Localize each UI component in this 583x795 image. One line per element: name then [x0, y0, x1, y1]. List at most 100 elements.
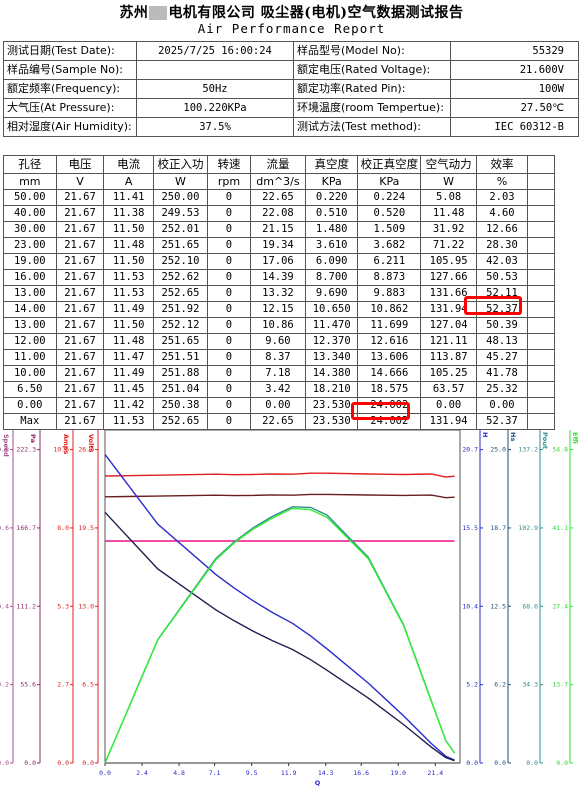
info-label: 额定频率(Frequency): — [3, 79, 137, 99]
table-cell: 13.340 — [305, 349, 359, 366]
table-cell: 10.86 — [249, 317, 307, 334]
table-cell: 251.65 — [152, 237, 209, 254]
table-cell: 14.380 — [305, 365, 359, 382]
table-cell: 11.53 — [103, 285, 154, 302]
right-axis-tick-label: 41.1 — [552, 524, 568, 532]
table-cell: 9.60 — [249, 333, 307, 350]
left-axis-name: Amps — [62, 434, 70, 454]
table-cell: 1.480 — [305, 221, 359, 238]
table-cell: rpm — [207, 173, 251, 190]
left-axis-tick-label: 222.3 — [16, 446, 36, 454]
info-value: 2025/7/25 16:00:24 — [136, 41, 294, 61]
table-cell: 21.67 — [55, 413, 105, 430]
info-value — [136, 60, 294, 80]
table-cell: 22.08 — [249, 205, 307, 222]
left-axis-tick-label: 5.3 — [57, 602, 69, 610]
series-line — [104, 511, 455, 762]
table-cell: 11.48 — [103, 333, 154, 350]
table-cell: A — [103, 173, 154, 190]
right-axis-name: Hs — [509, 432, 517, 441]
table-cell: 11.38 — [103, 205, 154, 222]
right-axis-tick-label: 5.2 — [466, 681, 478, 689]
x-axis-tick-label: 7.1 — [209, 769, 221, 777]
table-cell: 1.509 — [357, 221, 422, 238]
left-axis-tick-label: 26.0 — [78, 446, 94, 454]
table-cell: 0 — [207, 413, 251, 430]
table-cell: 0 — [207, 237, 251, 254]
table-cell: 21.67 — [55, 221, 105, 238]
table-cell: 50.53 — [475, 269, 528, 286]
table-cell: 48.13 — [475, 333, 528, 350]
table-cell-empty — [526, 253, 556, 270]
left-axis-tick-label: 55.6 — [20, 681, 36, 689]
right-axis-tick-label: 15.5 — [462, 524, 478, 532]
table-cell: 12.616 — [357, 333, 422, 350]
table-cell: 6.50 — [3, 381, 57, 398]
left-axis-name: Pa — [29, 434, 37, 443]
table-cell: 9.690 — [305, 285, 359, 302]
table-cell: 13.32 — [249, 285, 307, 302]
table-cell: 40.00 — [3, 205, 57, 222]
performance-chart: Speed 0.0 0.2 0.4 0.6 0.8 Pa 0.0 55.6 111.2 166.7 2… — [0, 429, 579, 787]
table-cell: 0.224 — [357, 189, 422, 206]
left-axis-tick-label: 19.5 — [78, 524, 94, 532]
table-cell: 21.67 — [55, 349, 105, 366]
right-axis-tick-label: 0.0 — [526, 759, 538, 767]
table-cell: V — [55, 173, 105, 190]
table-cell: 21.67 — [55, 205, 105, 222]
table-cell: 251.92 — [152, 301, 209, 318]
info-label: 相对湿度(Air Humidity): — [3, 117, 137, 137]
table-cell: 8.37 — [249, 349, 307, 366]
table-cell-empty — [526, 205, 556, 222]
table-cell: 0 — [207, 317, 251, 334]
table-cell: 11.50 — [103, 221, 154, 238]
table-cell-empty — [526, 301, 556, 318]
table-cell: 10.650 — [305, 301, 359, 318]
table-cell: 252.10 — [152, 253, 209, 270]
table-row: 16.00 21.67 11.53 252.62 0 14.39 8.700 8.873 127… — [3, 269, 556, 286]
left-axis-tick-label: 111.2 — [16, 602, 36, 610]
right-axis-tick-label: 102.9 — [518, 524, 538, 532]
plot-area — [104, 429, 461, 764]
table-cell: 21.67 — [55, 301, 105, 318]
table-cell: 11.470 — [305, 317, 359, 334]
left-axis-tick-label: 13.0 — [78, 602, 94, 610]
table-cell: 校正入功 — [152, 155, 209, 174]
info-label: 额定功率(Rated Pin): — [293, 79, 451, 99]
table-cell: 0 — [207, 285, 251, 302]
left-axis-tick-label: 0.0 — [82, 759, 94, 767]
table-cell: 4.60 — [475, 205, 528, 222]
series-line — [104, 493, 455, 499]
x-axis-tick-label: 11.9 — [281, 769, 297, 777]
right-axis-tick-label: 0.0 — [494, 759, 506, 767]
table-cell: 13.606 — [357, 349, 422, 366]
test-info-table: 测试日期(Test Date): 2025/7/25 16:00:24 样品型号(M… — [3, 41, 579, 137]
table-cell: W — [420, 173, 477, 190]
info-row: 测试日期(Test Date): 2025/7/25 16:00:24 样品型号(M… — [3, 41, 579, 61]
table-cell: 0 — [207, 301, 251, 318]
table-cell: 252.65 — [152, 285, 209, 302]
table-cell: 252.62 — [152, 269, 209, 286]
table-cell: dm^3/s — [249, 173, 307, 190]
table-cell: 10.00 — [3, 365, 57, 382]
x-axis-tick-label: 19.0 — [390, 769, 406, 777]
table-cell: 12.66 — [475, 221, 528, 238]
table-cell: 250.00 — [152, 189, 209, 206]
table-cell: 0 — [207, 333, 251, 350]
table-cell: 0 — [207, 253, 251, 270]
table-cell: 3.610 — [305, 237, 359, 254]
table-cell: 空气动力 — [420, 155, 477, 174]
table-cell: 21.67 — [55, 237, 105, 254]
table-cell: 63.57 — [420, 381, 477, 398]
table-cell-empty — [526, 221, 556, 238]
info-value: 27.50℃ — [450, 98, 579, 118]
right-axis-tick-label: 54.8 — [552, 446, 568, 454]
series-line — [104, 472, 455, 478]
table-cell: 22.65 — [249, 413, 307, 430]
table-cell: 13.00 — [3, 317, 57, 334]
table-cell: 0 — [207, 365, 251, 382]
table-cell: 11.00 — [3, 349, 57, 366]
table-cell: 113.87 — [420, 349, 477, 366]
table-row: 19.00 21.67 11.50 252.10 0 17.06 6.090 6.211 105… — [3, 253, 556, 270]
table-cell: 0.00 — [475, 397, 528, 414]
